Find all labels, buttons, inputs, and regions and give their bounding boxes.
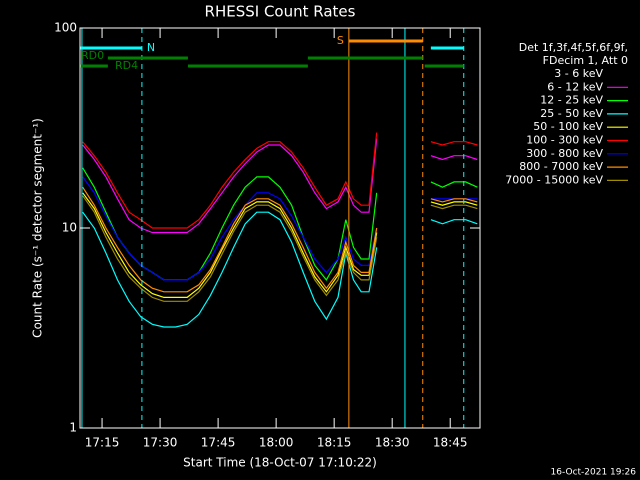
flag-label: RD0: [81, 49, 104, 62]
x-axis-label: Start Time (18-Oct-07 17:10:22): [183, 456, 377, 470]
x-tick-label: 18:00: [259, 436, 294, 450]
chart-title: RHESSI Count Rates: [205, 3, 356, 21]
legend-label: 300 - 800 keV: [526, 147, 603, 160]
flag-label: RD4: [115, 59, 138, 72]
y-tick-label: 100: [54, 21, 77, 35]
footer: 16-Oct-2021 19:26: [551, 468, 637, 478]
legend-label: 3 - 6 keV: [554, 67, 603, 80]
x-tick-label: 17:15: [85, 436, 120, 450]
legend-label: 100 - 300 keV: [526, 134, 603, 147]
flag-label: N: [147, 41, 155, 54]
x-tick-label: 18:15: [317, 436, 352, 450]
y-tick-label: 1: [69, 421, 77, 435]
y-axis-label: Count Rate (s⁻¹ detector segment⁻¹): [31, 118, 45, 338]
legend-label: 800 - 7000 keV: [519, 160, 603, 173]
series-line: [82, 192, 478, 298]
x-tick-label: 17:45: [201, 436, 236, 450]
flag-label: S: [337, 34, 344, 47]
series-line: [82, 211, 478, 328]
legend-label: 25 - 50 keV: [540, 107, 603, 120]
legend-label: 50 - 100 keV: [533, 120, 603, 133]
series-line: [82, 132, 478, 229]
y-tick-label: 10: [62, 221, 77, 235]
legend-label: 7000 - 15000 keV: [505, 173, 603, 186]
legend-title: Det 1f,3f,4f,5f,6f,9f,: [519, 41, 628, 54]
legend-label: 6 - 12 keV: [547, 80, 603, 93]
x-tick-label: 18:30: [375, 436, 410, 450]
x-tick-label: 17:30: [143, 436, 178, 450]
series-line: [82, 138, 478, 234]
legend-title: FDecim 1, Att 0: [543, 54, 628, 67]
legend-label: 12 - 25 keV: [540, 94, 603, 107]
series-line: [82, 195, 478, 302]
x-tick-label: 18:45: [433, 436, 468, 450]
series-line: [82, 186, 478, 293]
